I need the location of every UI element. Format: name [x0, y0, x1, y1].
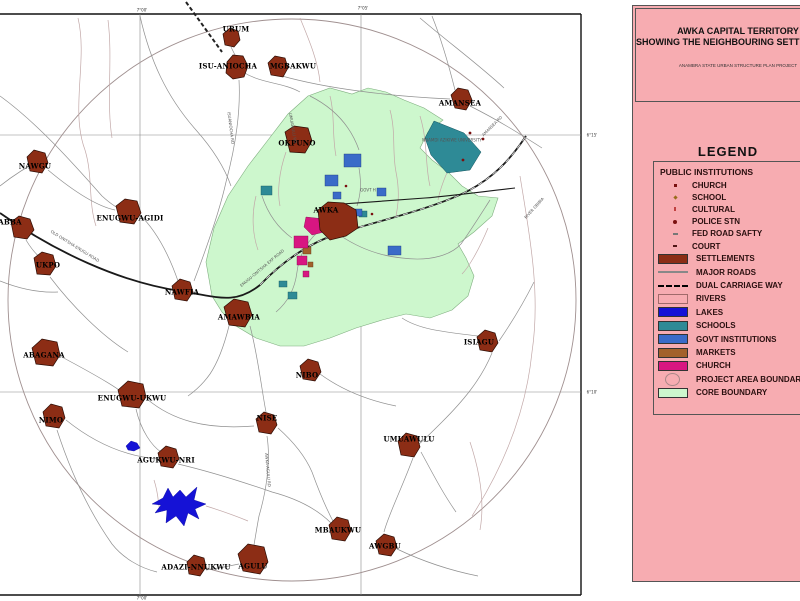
settlement-label-enugwu-ukwu: ENUGWU-UKWU	[97, 393, 167, 403]
cultural-point-icon	[674, 207, 676, 212]
schools-swatch	[658, 320, 688, 331]
school-point-icon	[672, 195, 678, 200]
settlement-label-okpuno: OKPUNO	[278, 138, 316, 148]
public-institutions-header: PUBLIC INSTITUTIONS	[660, 167, 754, 177]
legend-box: PUBLIC INSTITUTIONS CHURCH SCHOOL CULTUR…	[653, 161, 800, 415]
settlement-label-nise: NISE	[256, 413, 278, 423]
settlement-label-isu-aniocha: ISU-ANIOCHA	[198, 61, 258, 71]
minor-roads	[0, 15, 543, 577]
legend-row-school-point: SCHOOL	[654, 191, 800, 203]
school-areas	[260, 185, 368, 300]
church-point-icon	[673, 183, 677, 187]
settlements-swatch	[658, 253, 688, 264]
settlement-label-nawfia: NAWFIA	[164, 287, 200, 297]
settlement-label-enugwu-agidi: ENUGWU-AGIDI	[96, 213, 164, 223]
settlement-label-awgbu: AWGBU	[369, 541, 401, 551]
map-subtitle: SHOWING THE NEIGHBOURING SETTLEMENTS	[636, 37, 800, 47]
fed-road-point-icon	[672, 233, 678, 235]
settlement-label-agukwu-nri: AGUKWU-NRI	[137, 455, 195, 465]
legend-row-major-roads: MAJOR ROADS	[654, 266, 800, 279]
settlement-areas	[10, 27, 499, 577]
police-point-icon	[673, 219, 677, 224]
legend-row-church-point: CHURCH	[654, 179, 800, 191]
map-legend-panel: AWKA CAPITAL TERRITORY SHOWING THE NEIGH…	[632, 5, 800, 582]
legend-heading: LEGEND	[697, 144, 759, 159]
core-boundary-swatch	[658, 387, 688, 398]
legend-row-dual-carriage: DUAL CARRIAGE WAY	[654, 279, 800, 292]
legend-row-rivers: RIVERS	[654, 292, 800, 305]
project-boundary-swatch	[658, 373, 688, 387]
graticule-label: 7°00'	[136, 595, 148, 601]
map-canvas: URUM ISU-ANIOCHA MGBAKWU AMANSEA OKPUNO AWKA N…	[0, 0, 597, 601]
legend-row-police-point: POLICE STN	[654, 216, 800, 228]
map-micro-label: NNAMDI AZIKIWE UNIVERSITY	[422, 137, 482, 143]
graticule-label: 7°05'	[357, 5, 369, 11]
map-frame	[0, 13, 582, 596]
legend-row-court-point: COURT	[654, 240, 800, 252]
graticule-label: 7°00'	[136, 7, 148, 13]
graticule-label: 6°10'	[586, 389, 598, 395]
court-point-icon	[673, 245, 677, 248]
university-area	[424, 120, 482, 174]
legend-row-cultural-point: CULTURAL	[654, 203, 800, 215]
legend-row-schools: SCHOOLS	[654, 319, 800, 332]
legend-row-fedroad-point: FED ROAD SAFTY	[654, 228, 800, 240]
legend-row-lakes: LAKES	[654, 306, 800, 319]
legend-row-settlements: SETTLEMENTS	[654, 252, 800, 265]
map-graphics	[0, 1, 582, 596]
institution-dots	[344, 131, 485, 216]
settlement-label-amawbia: AMAWBIA	[217, 312, 261, 322]
settlement-label-mgbakwu: MGBAKWU	[269, 61, 317, 71]
settlement-label-agulu: AGULU	[238, 561, 268, 571]
legend-row-core-boundary: CORE BOUNDARY	[654, 386, 800, 399]
project-area-boundary	[7, 18, 577, 582]
major-roads	[0, 135, 527, 299]
legend-row-church-area: CHURCH	[654, 359, 800, 372]
settlement-label-mbaukwu: MBAUKWU	[314, 525, 362, 535]
railway-line	[185, 1, 223, 53]
settlement-label-urum: URUM	[222, 24, 250, 34]
settlement-label-amansea: AMANSEA	[438, 98, 482, 108]
settlement-label-nawgu: NAWGU	[18, 161, 52, 171]
lakes-swatch	[658, 307, 688, 318]
settlement-label-ukpo: UKPO	[35, 260, 61, 270]
settlement-label-isiagu: ISIAGU	[463, 337, 495, 347]
project-caption: ANAMBRA STATE URBAN STRUCTURE PLAN PROJE…	[678, 63, 798, 68]
settlement-label-awka: AWKA	[313, 205, 339, 215]
graticule-label: 6°15'	[586, 132, 598, 138]
settlement-label-nibo: NIBO	[295, 370, 319, 380]
settlement-label-adazi-nnukwu: ADAZI-NNUKWU	[161, 562, 231, 572]
dual-carriage-swatch	[658, 281, 688, 291]
settlement-label-umuawulu: UMUAWULU	[383, 434, 435, 444]
govt-institution-areas	[324, 153, 402, 256]
dual-carriage-way	[259, 135, 527, 286]
settlement-label-abagana: ABAGANA	[23, 350, 65, 360]
legend-row-markets: MARKETS	[654, 346, 800, 359]
rivers	[77, 17, 536, 531]
legend-row-project-boundary: PROJECT AREA BOUNDARY	[654, 373, 800, 387]
title-box: AWKA CAPITAL TERRITORY SHOWING THE NEIGH…	[635, 8, 800, 102]
map-title: AWKA CAPITAL TERRITORY	[677, 26, 799, 36]
settlement-label-abba: ABBA	[0, 217, 22, 227]
map-micro-label: GOVT H	[360, 187, 376, 193]
major-roads-swatch	[658, 267, 688, 277]
church-swatch	[658, 360, 688, 371]
rivers-swatch	[658, 293, 688, 304]
lakes	[125, 440, 207, 527]
legend-row-govt: GOVT INSTITUTIONS	[654, 332, 800, 345]
settlement-label-nimo: NIMO	[38, 415, 64, 425]
markets-swatch	[658, 347, 688, 358]
govt-swatch	[658, 334, 688, 345]
